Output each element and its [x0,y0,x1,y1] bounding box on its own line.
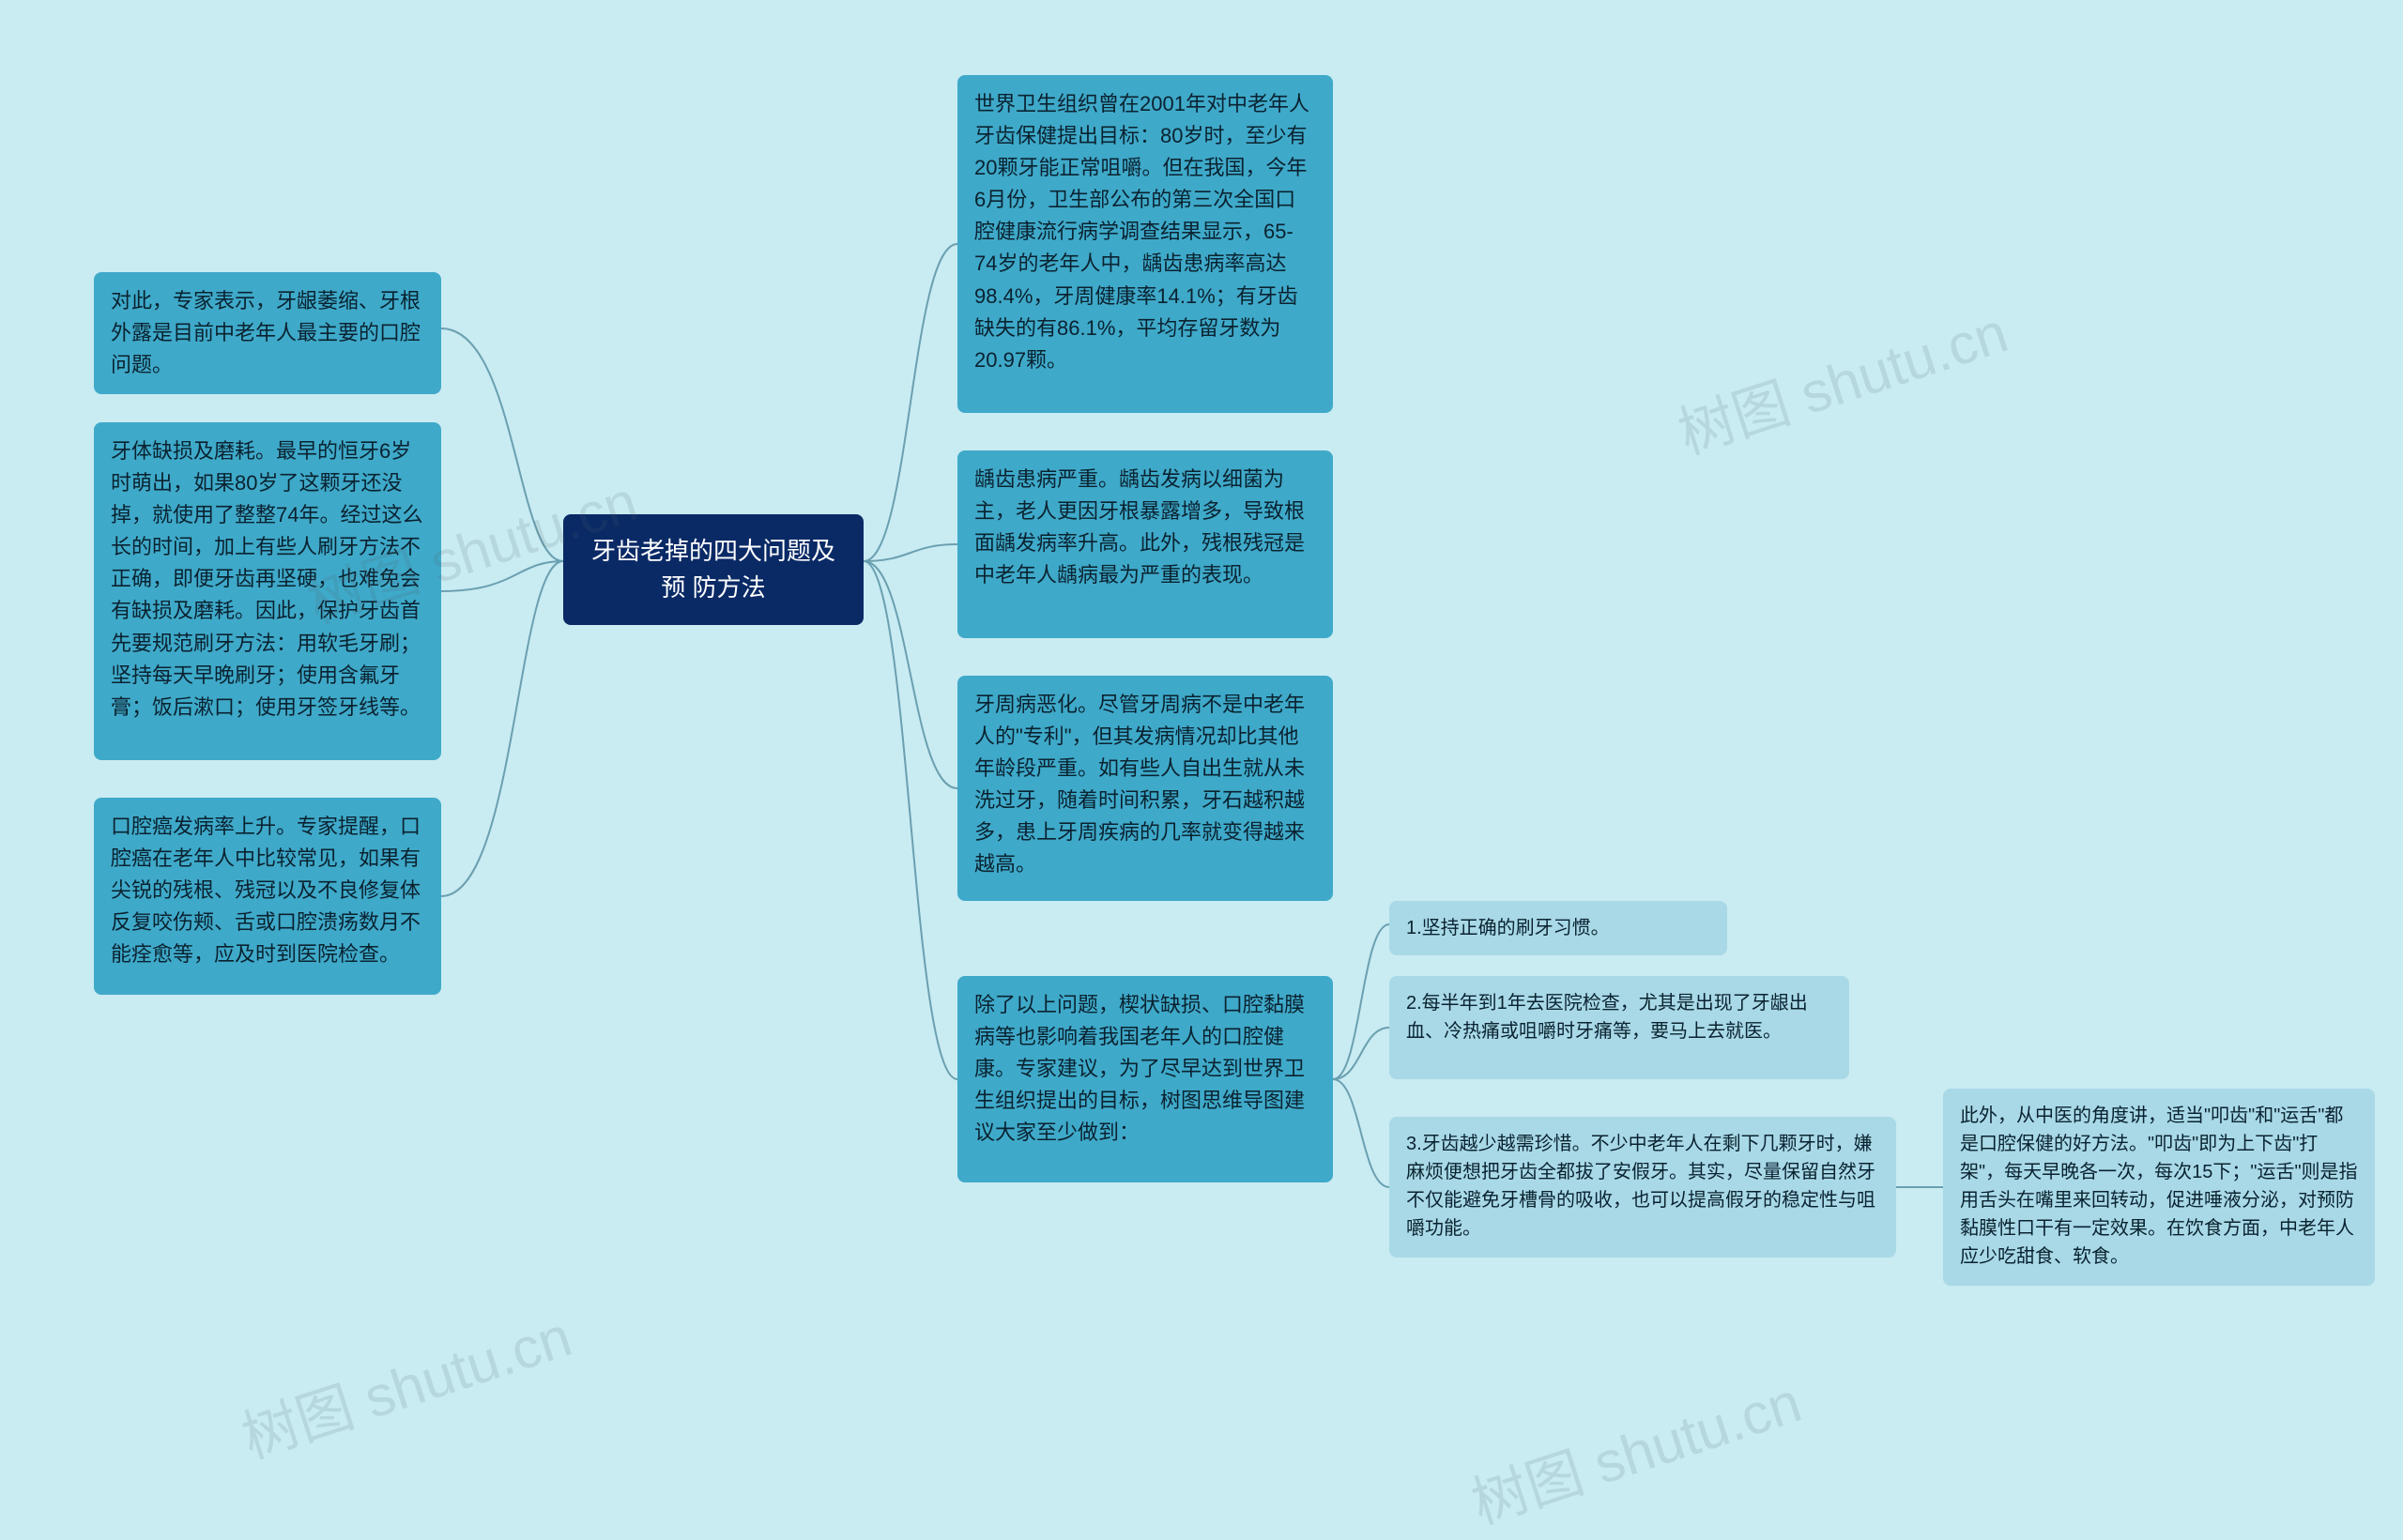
watermark: 树图 shutu.cn [1460,1357,1810,1540]
node-right-1: 世界卫生组织曾在2001年对中老年人牙齿保健提出目标：80岁时，至少有20颗牙能… [957,75,1333,413]
node-left-1: 对此，专家表示，牙龈萎缩、牙根外露是目前中老年人最主要的口腔问题。 [94,272,441,394]
node-r4c-child-1: 此外，从中医的角度讲，适当"叩齿"和"运舌"都是口腔保健的好方法。"叩齿"即为上… [1943,1089,2375,1286]
node-right-4: 除了以上问题，楔状缺损、口腔黏膜病等也影响着我国老年人的口腔健康。专家建议，为了… [957,976,1333,1182]
watermark: 树图 shutu.cn [230,1291,580,1474]
node-r4-child-2: 2.每半年到1年去医院检查，尤其是出现了牙龈出血、冷热痛或咀嚼时牙痛等，要马上去… [1389,976,1849,1079]
node-left-3: 口腔癌发病率上升。专家提醒，口腔癌在老年人中比较常见，如果有尖锐的残根、残冠以及… [94,798,441,995]
node-left-2: 牙体缺损及磨耗。最早的恒牙6岁时萌出，如果80岁了这颗牙还没掉，就使用了整整74… [94,422,441,760]
node-r4-child-1: 1.坚持正确的刷牙习惯。 [1389,901,1727,955]
node-right-2: 龋齿患病严重。龋齿发病以细菌为主，老人更因牙根暴露增多，导致根面龋发病率升高。此… [957,450,1333,638]
node-right-3: 牙周病恶化。尽管牙周病不是中老年人的"专利"，但其发病情况却比其他年龄段严重。如… [957,676,1333,901]
node-r4-child-3: 3.牙齿越少越需珍惜。不少中老年人在剩下几颗牙时，嫌麻烦便想把牙齿全都拔了安假牙… [1389,1117,1896,1258]
mindmap-root: 牙齿老掉的四大问题及预 防方法 [563,514,864,625]
watermark: 树图 shutu.cn [1666,287,2016,470]
